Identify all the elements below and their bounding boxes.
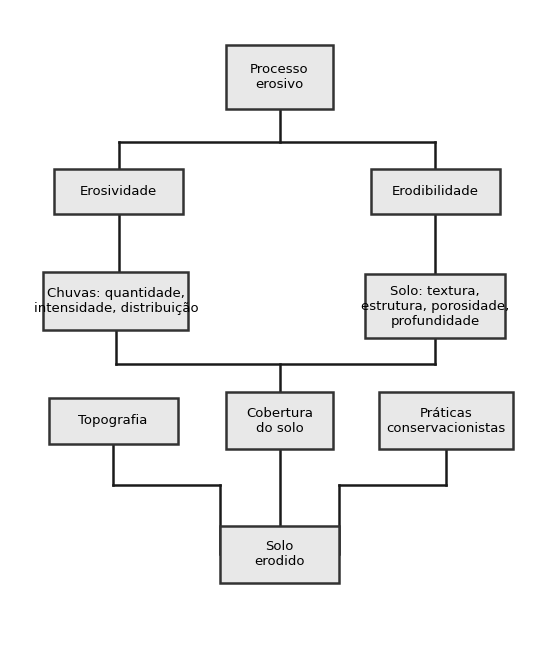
- Text: Topografia: Topografia: [78, 414, 148, 427]
- FancyBboxPatch shape: [371, 168, 500, 214]
- Text: Cobertura
do solo: Cobertura do solo: [246, 406, 313, 435]
- Text: Erodibilidade: Erodibilidade: [392, 185, 479, 198]
- FancyBboxPatch shape: [220, 526, 339, 583]
- Text: Chuvas: quantidade,
intensidade, distribuição: Chuvas: quantidade, intensidade, distrib…: [34, 287, 198, 315]
- FancyBboxPatch shape: [49, 398, 178, 444]
- FancyBboxPatch shape: [366, 274, 505, 338]
- FancyBboxPatch shape: [54, 168, 183, 214]
- FancyBboxPatch shape: [226, 45, 333, 109]
- Text: Solo: textura,
estrutura, porosidade,
profundidade: Solo: textura, estrutura, porosidade, pr…: [361, 284, 509, 328]
- Text: Solo
erodido: Solo erodido: [254, 540, 305, 568]
- FancyBboxPatch shape: [226, 392, 333, 450]
- Text: Erosividade: Erosividade: [80, 185, 157, 198]
- Text: Processo
erosivo: Processo erosivo: [250, 63, 309, 91]
- FancyBboxPatch shape: [44, 272, 188, 330]
- Text: Práticas
conservacionistas: Práticas conservacionistas: [386, 406, 505, 435]
- FancyBboxPatch shape: [379, 392, 513, 450]
